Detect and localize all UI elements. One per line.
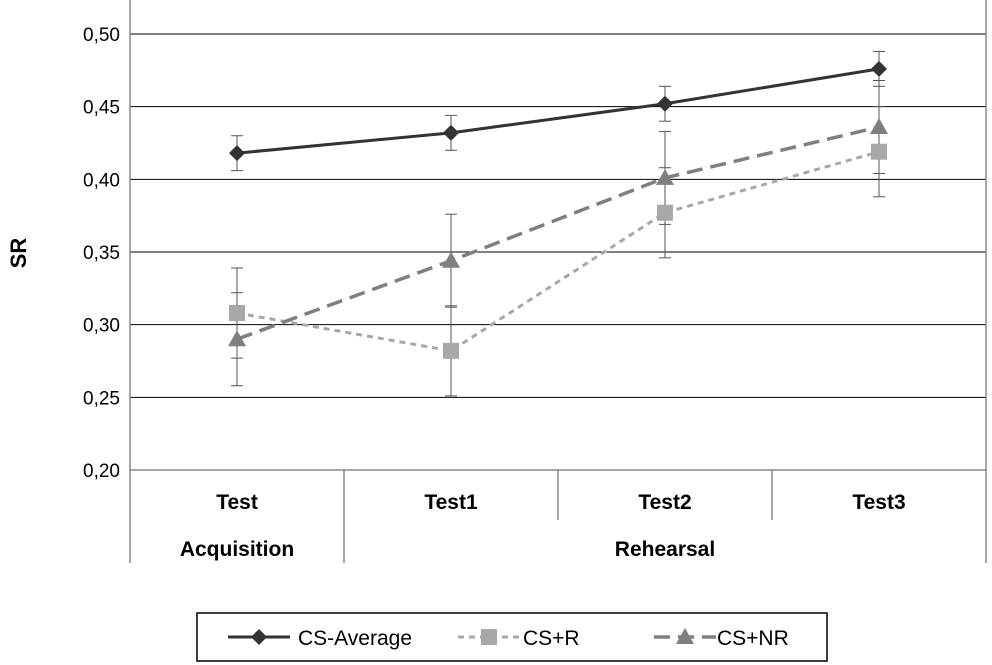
- legend-label-cs-average: CS-Average: [298, 627, 412, 650]
- data-point-cs-nr: [870, 118, 888, 135]
- data-point-cs-nr: [228, 330, 246, 347]
- y-tick-label: 0,40: [83, 170, 120, 191]
- data-point-cs-average: [657, 95, 673, 112]
- legend: CS-Average CS+R CS+NR: [196, 612, 828, 662]
- category-label: Test2: [638, 491, 691, 514]
- legend-marker-cs-nr: [676, 628, 694, 644]
- group-label: Rehearsal: [615, 538, 715, 561]
- legend-marker-cs-r: [481, 629, 497, 645]
- y-tick-label: 0,20: [83, 461, 120, 482]
- category-label: Test: [216, 491, 258, 514]
- y-tick-labels: 0,20 0,25 0,30 0,35 0,40 0,45 0,50: [83, 25, 120, 482]
- category-label: Test1: [424, 491, 478, 514]
- series-line-cs-r: [236, 150, 880, 353]
- series-line-cs-average: [236, 67, 880, 155]
- error-bars: [231, 50, 885, 397]
- category-axis: Test Test1 Test2 Test3 Acquisition Rehearsal: [180, 470, 906, 563]
- data-point-cs-nr: [442, 251, 460, 268]
- gridlines: [130, 33, 986, 398]
- legend-marker-cs-average: [251, 629, 267, 645]
- y-tick-label: 0,45: [83, 98, 120, 119]
- legend-label-cs-r: CS+R: [523, 627, 580, 650]
- data-point-cs-r: [657, 204, 673, 221]
- legend-label-cs-nr: CS+NR: [717, 627, 789, 650]
- group-label: Acquisition: [180, 538, 294, 561]
- category-label: Test3: [852, 491, 905, 514]
- data-point-cs-average: [229, 145, 245, 162]
- data-point-cs-r: [443, 342, 459, 359]
- legend-items: CS-Average CS+R CS+NR: [228, 627, 789, 650]
- data-point-cs-r: [871, 143, 887, 160]
- series-line-cs-nr: [236, 125, 880, 341]
- y-tick-label: 0,50: [83, 25, 120, 46]
- series-markers: [228, 60, 888, 359]
- data-point-cs-r: [229, 305, 245, 322]
- data-point-cs-nr: [656, 168, 674, 185]
- y-tick-label: 0,25: [83, 388, 120, 409]
- series-lines: [236, 67, 880, 353]
- y-axis-label: SR: [6, 238, 31, 269]
- y-tick-label: 0,35: [83, 243, 120, 264]
- y-tick-label: 0,30: [83, 316, 120, 337]
- data-point-cs-average: [871, 60, 887, 77]
- data-point-cs-average: [443, 124, 459, 141]
- legend-frame: [196, 612, 828, 662]
